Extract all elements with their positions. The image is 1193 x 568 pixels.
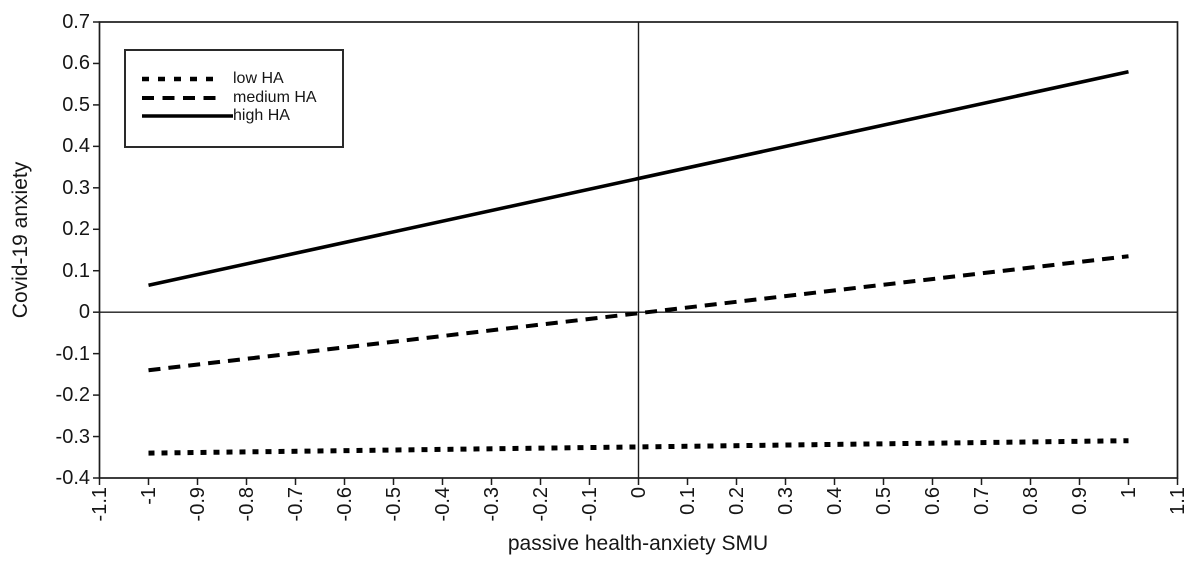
legend-item-label: low HA <box>233 70 284 88</box>
x-tick-label: 0.6 <box>921 487 944 515</box>
x-tick-label: 0.5 <box>872 487 895 515</box>
legend-item-label: high HA <box>233 107 290 125</box>
y-tick-label: 0.1 <box>62 259 90 282</box>
x-tick-label: -0.7 <box>284 487 307 522</box>
y-tick-label: 0.3 <box>62 176 90 199</box>
x-tick-label: 0.1 <box>676 487 699 515</box>
y-tick-label: 0.7 <box>62 11 90 33</box>
x-tick-label: -0.8 <box>235 487 258 522</box>
legend: low HA medium HA high HA <box>124 49 344 148</box>
x-tick-label: -0.3 <box>480 487 503 522</box>
y-tick-label: 0.4 <box>62 135 90 158</box>
y-tick-label: -0.3 <box>55 425 90 448</box>
x-tick-label: -1 <box>137 487 160 505</box>
y-tick-label: 0.2 <box>62 218 90 241</box>
legend-line-sample-dotted <box>142 77 220 82</box>
legend-item-label: medium HA <box>233 88 317 106</box>
x-tick-label: 0.2 <box>725 487 748 515</box>
y-tick-label: -0.4 <box>55 467 90 489</box>
x-tick-label: 0.3 <box>774 487 797 515</box>
x-tick-label: -0.9 <box>186 487 209 522</box>
x-tick-label: 0.7 <box>970 487 993 515</box>
series-line-high-ha <box>148 69 1129 287</box>
legend-item-high-ha: high HA <box>126 107 342 126</box>
legend-line-sample-dashed <box>142 95 220 100</box>
y-tick-label: 0.6 <box>62 52 90 75</box>
x-tick-label: 0.9 <box>1068 487 1091 515</box>
x-axis-title: passive health-anxiety SMU <box>507 532 769 555</box>
x-tick-label: 1.1 <box>1166 487 1189 515</box>
y-tick-label: 0.5 <box>62 93 90 116</box>
x-tick-label: -0.5 <box>382 487 405 522</box>
y-tick-label: -0.2 <box>55 384 90 407</box>
x-tick-label: -0.2 <box>529 487 552 522</box>
x-tick-label: -0.6 <box>333 487 356 522</box>
legend-line-sample-solid <box>142 114 233 118</box>
x-tick-label: 0.4 <box>823 487 846 515</box>
legend-item-low-ha: low HA <box>126 70 342 89</box>
x-tick-label: 0 <box>627 487 650 499</box>
x-tick-label: -1.1 <box>88 487 111 522</box>
x-tick-label: 0.8 <box>1019 487 1042 515</box>
series-line-medium-ha <box>148 254 1129 373</box>
y-tick-label: 0 <box>78 301 90 324</box>
legend-item-medium-ha: medium HA <box>126 89 342 108</box>
x-tick-label: 1 <box>1117 487 1140 499</box>
x-tick-label: -0.4 <box>431 487 454 522</box>
x-tick-label: -0.1 <box>578 487 601 522</box>
y-axis-title: Covid-19 anxiety <box>9 161 32 319</box>
y-tick-label: -0.1 <box>55 342 90 365</box>
